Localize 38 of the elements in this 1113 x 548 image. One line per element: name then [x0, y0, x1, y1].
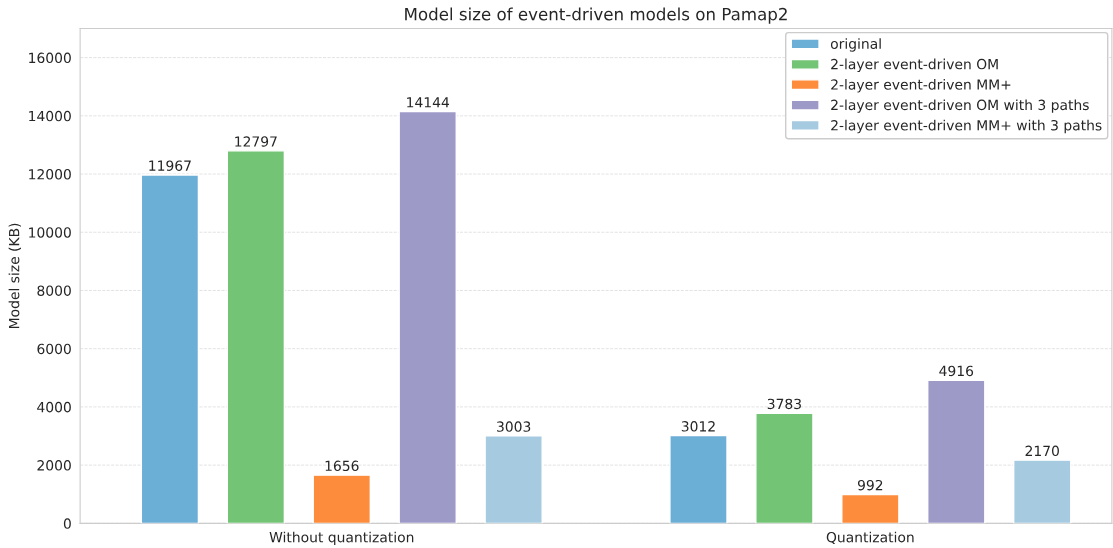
data-label: 3012: [681, 421, 715, 432]
legend-label: 2-layer event-driven MM+: [831, 78, 1011, 93]
data-label: 12797: [235, 136, 277, 147]
bar: [398, 110, 457, 524]
data-label: 2170: [1025, 445, 1059, 457]
chart-title: Model size of event-driven models on Pamap2: [405, 7, 787, 24]
legend-label: 2-layer event-driven OM: [831, 58, 998, 73]
bar: [841, 493, 900, 524]
y-tick-label: 4000: [37, 401, 71, 413]
bar: [1012, 459, 1072, 524]
data-label: 992: [857, 479, 883, 491]
legend-label: 2-layer event-driven MM+ with 3 paths: [831, 119, 1102, 134]
x-tick-label: Quantization: [826, 531, 914, 545]
legend-label: original: [830, 38, 881, 52]
y-tick-label: 16000: [29, 52, 71, 64]
y-tick-label: 6000: [37, 343, 71, 355]
bar: [312, 474, 372, 524]
y-tick-label: 0: [63, 518, 71, 529]
y-tick-label: 12000: [29, 169, 71, 180]
bar: [755, 412, 814, 524]
data-label: 14144: [407, 97, 450, 108]
legend-label: 2-layer event-driven OM with 3 paths: [831, 99, 1089, 113]
bar: [226, 150, 286, 524]
data-label: 3003: [497, 421, 531, 432]
y-tick-label: 8000: [37, 285, 71, 296]
bar: [140, 174, 200, 524]
y-tick-label: 14000: [29, 110, 71, 122]
bar: [669, 434, 728, 524]
data-label: 1656: [325, 460, 359, 472]
y-axis-title: Model size (KB): [8, 223, 22, 329]
data-label: 11967: [149, 160, 191, 171]
data-label: 3783: [767, 398, 801, 410]
bar: [927, 379, 986, 524]
y-tick-label: 2000: [37, 460, 71, 471]
y-tick-label: 10000: [29, 227, 71, 238]
x-tick-label: Without quantization: [269, 531, 414, 546]
bar: [484, 435, 543, 524]
data-label: 4916: [939, 365, 974, 377]
